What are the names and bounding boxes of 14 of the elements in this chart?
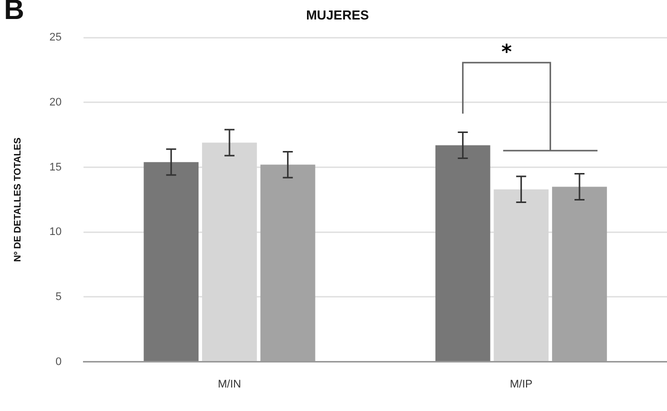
y-tick-label: 15 — [49, 161, 62, 174]
y-tick-label: 20 — [49, 96, 62, 108]
y-tick-label: 0 — [56, 356, 62, 368]
annotation: * — [501, 40, 512, 64]
bar — [435, 145, 490, 362]
y-tick-label: 10 — [49, 226, 62, 238]
text: B — [4, 0, 24, 26]
chart-title: MUJERES — [306, 7, 370, 22]
x-tick-label: M/IP — [510, 378, 532, 390]
y-axis-title: Nº DE DETALLES TOTALES — [12, 138, 24, 262]
bar — [144, 162, 199, 362]
x-tick-label: M/IN — [218, 378, 242, 390]
y-tick-label: 5 — [56, 290, 62, 303]
y-tick-label: 25 — [49, 32, 62, 44]
